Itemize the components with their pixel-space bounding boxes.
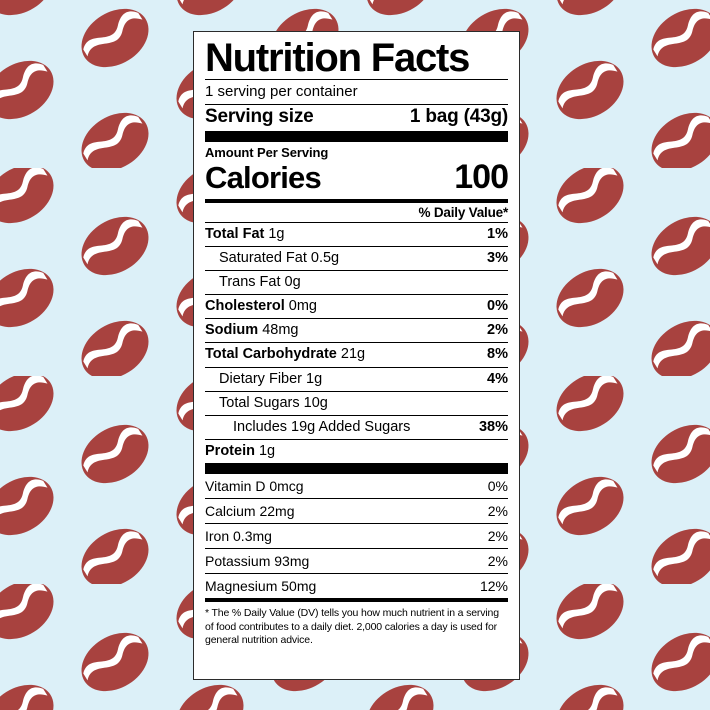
nutrient-row: Total Fat 1g 1% bbox=[205, 223, 508, 246]
serving-size-row: Serving size 1 bag (43g) bbox=[205, 105, 508, 131]
nutrient-name: Includes 19g Added Sugars bbox=[233, 418, 411, 435]
divider-between-nutrients bbox=[205, 342, 508, 344]
nutrient-name: Trans Fat 0g bbox=[219, 274, 301, 291]
nutrient-name-text: Protein bbox=[205, 442, 255, 459]
divider-between-nutrients bbox=[205, 270, 508, 272]
micronutrient-daily-value: 2% bbox=[487, 553, 508, 570]
micronutrient-daily-value: 2% bbox=[487, 503, 508, 520]
nutrient-daily-value: 1% bbox=[487, 225, 508, 242]
daily-value-header: % Daily Value* bbox=[418, 204, 509, 220]
calories-label: Calories bbox=[205, 160, 322, 196]
nutrient-name: Saturated Fat 0.5g bbox=[219, 249, 340, 266]
divider-thick-above-calories bbox=[205, 131, 508, 143]
nutrient-name-text: Cholesterol bbox=[205, 298, 285, 315]
nutrient-name-text: Sodium bbox=[205, 322, 259, 339]
nutrition-facts-panel: Nutrition Facts 1 serving per container … bbox=[193, 31, 520, 680]
micronutrient-row: Vitamin D 0mcg 0% bbox=[205, 474, 508, 498]
micronutrient-row: Magnesium 50mg 12% bbox=[205, 574, 508, 598]
nutrient-daily-value: 0% bbox=[487, 298, 508, 315]
divider-between-micronutrients bbox=[205, 573, 508, 575]
divider-between-nutrients bbox=[205, 414, 508, 416]
nutrient-row: Total Carbohydrate 21g 8% bbox=[205, 343, 508, 366]
nutrient-row: Saturated Fat 0.5g 3% bbox=[205, 247, 508, 270]
nutrient-row: Trans Fat 0g bbox=[205, 271, 508, 294]
nutrient-name: Sodium 48mg bbox=[205, 322, 299, 339]
divider-between-nutrients bbox=[205, 366, 508, 368]
micronutrient-daily-value: 0% bbox=[487, 477, 508, 494]
micronutrient-row: Iron 0.3mg 2% bbox=[205, 524, 508, 548]
divider-under-servings bbox=[205, 104, 508, 106]
nutrient-name: Total Sugars 10g bbox=[219, 394, 328, 411]
serving-size-label: Serving size bbox=[205, 106, 314, 128]
nutrient-row: Sodium 48mg 2% bbox=[205, 319, 508, 342]
nutrient-name: Total Fat 1g bbox=[205, 225, 285, 242]
nutrient-daily-value: 4% bbox=[487, 370, 508, 387]
micronutrient-name: Potassium 93mg bbox=[205, 553, 310, 570]
divider-between-nutrients bbox=[205, 438, 508, 440]
divider-above-footnote bbox=[205, 598, 508, 603]
micronutrient-name: Magnesium 50mg bbox=[205, 578, 317, 595]
nutrient-name: Total Carbohydrate 21g bbox=[205, 346, 366, 363]
page-title: Nutrition Facts bbox=[205, 36, 470, 80]
calories-value: 100 bbox=[454, 158, 509, 197]
nutrient-name: Dietary Fiber 1g bbox=[219, 370, 323, 387]
nutrient-daily-value: 8% bbox=[487, 346, 508, 363]
micronutrient-name: Vitamin D 0mcg bbox=[205, 477, 304, 494]
divider-between-micronutrients bbox=[205, 498, 508, 500]
micronutrient-daily-value: 12% bbox=[479, 578, 508, 595]
divider-under-title bbox=[205, 79, 508, 81]
divider-between-nutrients bbox=[205, 318, 508, 320]
nutrient-name: Protein 1g bbox=[205, 442, 276, 459]
nutrient-daily-value: 2% bbox=[487, 322, 508, 339]
nutrient-name-text: Total Carbohydrate bbox=[205, 346, 337, 363]
divider-between-nutrients bbox=[205, 390, 508, 392]
divider-under-dv-header bbox=[205, 221, 508, 223]
divider-between-micronutrients bbox=[205, 523, 508, 525]
nutrient-row: Total Sugars 10g bbox=[205, 392, 508, 415]
micronutrient-name: Calcium 22mg bbox=[205, 503, 295, 520]
micronutrient-row: Potassium 93mg 2% bbox=[205, 549, 508, 573]
micronutrient-daily-value: 2% bbox=[487, 528, 508, 545]
nutrient-daily-value: 3% bbox=[487, 249, 508, 266]
nutrient-name-text: Total Fat bbox=[205, 225, 265, 242]
divider-under-calories bbox=[205, 198, 508, 203]
micronutrient-row: Calcium 22mg 2% bbox=[205, 499, 508, 523]
nutrient-list: Total Fat 1g 1% Saturated Fat 0.5g 3% Trans … bbox=[205, 223, 508, 463]
nutrient-row: Cholesterol 0mg 0% bbox=[205, 295, 508, 318]
micronutrient-list: Vitamin D 0mcg 0% Calcium 22mg 2% Iron 0.3mg… bbox=[205, 474, 508, 598]
nutrient-row: Protein 1g bbox=[205, 440, 508, 463]
amount-per-serving-label: Amount Per Serving bbox=[205, 145, 329, 161]
nutrient-daily-value: 38% bbox=[478, 418, 508, 435]
daily-value-footnote: * The % Daily Value (DV) tells you how m… bbox=[205, 607, 499, 646]
servings-per-container: 1 serving per container bbox=[205, 83, 358, 101]
micronutrient-name: Iron 0.3mg bbox=[205, 528, 272, 545]
divider-between-nutrients bbox=[205, 245, 508, 247]
divider-thick-under-protein bbox=[205, 462, 508, 474]
serving-size-value: 1 bag (43g) bbox=[409, 106, 508, 128]
calories-row: Calories 100 bbox=[205, 158, 509, 199]
divider-between-nutrients bbox=[205, 294, 508, 296]
nutrient-name: Cholesterol 0mg bbox=[205, 298, 318, 315]
divider-between-micronutrients bbox=[205, 548, 508, 550]
nutrient-row: Dietary Fiber 1g 4% bbox=[205, 368, 508, 391]
nutrient-row: Includes 19g Added Sugars 38% bbox=[205, 416, 508, 439]
